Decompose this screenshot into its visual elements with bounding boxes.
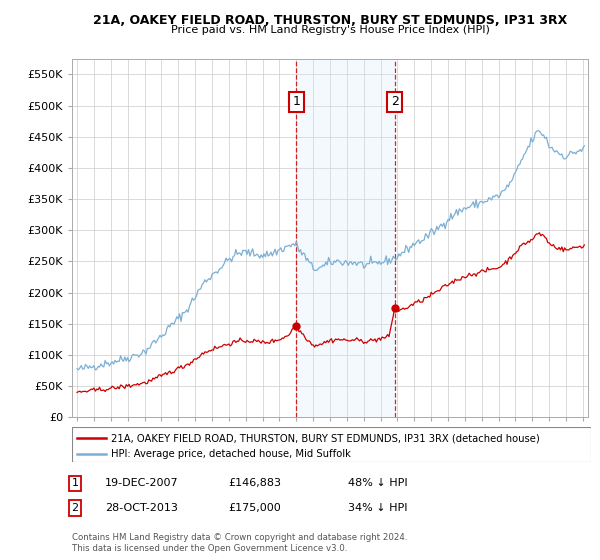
Text: 1: 1 <box>71 478 79 488</box>
Text: £175,000: £175,000 <box>228 503 281 513</box>
Text: 19-DEC-2007: 19-DEC-2007 <box>105 478 179 488</box>
Text: 21A, OAKEY FIELD ROAD, THURSTON, BURY ST EDMUNDS, IP31 3RX: 21A, OAKEY FIELD ROAD, THURSTON, BURY ST… <box>93 14 567 27</box>
Text: 1: 1 <box>292 95 300 108</box>
Text: Price paid vs. HM Land Registry's House Price Index (HPI): Price paid vs. HM Land Registry's House … <box>170 25 490 35</box>
Text: 21A, OAKEY FIELD ROAD, THURSTON, BURY ST EDMUNDS, IP31 3RX (detached house): 21A, OAKEY FIELD ROAD, THURSTON, BURY ST… <box>111 433 539 444</box>
Bar <box>296 59 395 417</box>
Text: 2: 2 <box>391 95 398 108</box>
Text: Contains HM Land Registry data © Crown copyright and database right 2024.
This d: Contains HM Land Registry data © Crown c… <box>72 533 407 553</box>
Text: £146,883: £146,883 <box>228 478 281 488</box>
Text: HPI: Average price, detached house, Mid Suffolk: HPI: Average price, detached house, Mid … <box>111 449 351 459</box>
Text: 28-OCT-2013: 28-OCT-2013 <box>105 503 178 513</box>
Text: 48% ↓ HPI: 48% ↓ HPI <box>348 478 407 488</box>
Text: 2: 2 <box>71 503 79 513</box>
Text: 34% ↓ HPI: 34% ↓ HPI <box>348 503 407 513</box>
